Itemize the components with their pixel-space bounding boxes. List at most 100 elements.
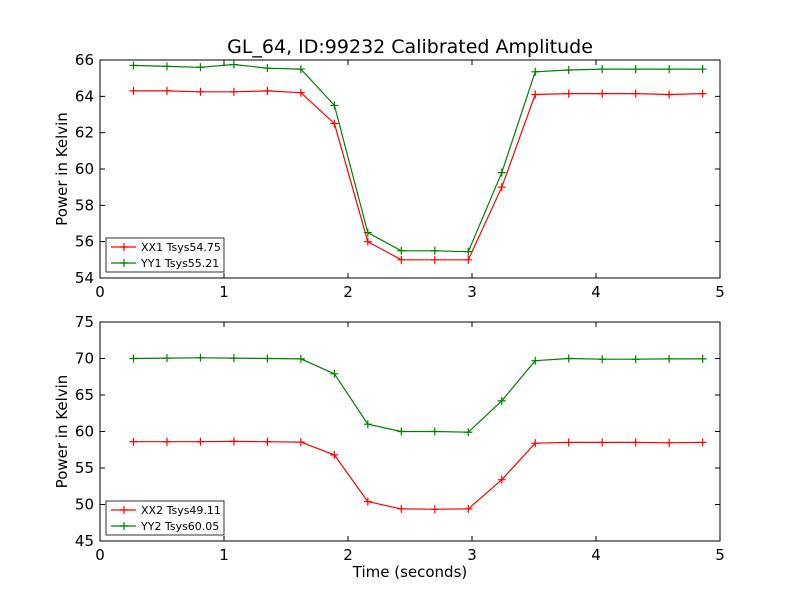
data-point-2-1-11 xyxy=(464,504,473,513)
data-point-2-2-14 xyxy=(564,354,573,363)
y-tick-label-2: 65 xyxy=(75,386,94,404)
y-tick-label-1: 66 xyxy=(75,51,94,69)
legend-entry-2-2: YY2 Tsys60.05 xyxy=(140,520,219,533)
data-point-1-2-8 xyxy=(363,228,372,237)
data-point-1-1-17 xyxy=(665,90,674,99)
data-point-2-2-4 xyxy=(229,354,238,363)
y-tick-label-2: 60 xyxy=(75,423,94,441)
y-tick-label-2: 70 xyxy=(75,350,94,368)
legend-marker-2-2 xyxy=(120,522,128,530)
data-point-1-2-13 xyxy=(531,67,540,76)
legend-box-2 xyxy=(105,500,225,536)
data-point-1-1-14 xyxy=(564,89,573,98)
data-point-1-2-9 xyxy=(397,246,406,255)
data-point-2-2-7 xyxy=(330,369,339,378)
y-tick-label-2: 55 xyxy=(75,459,94,477)
legend-1: XX1 Tsys54.75 YY1 Tsys55.21 xyxy=(105,237,225,273)
legend-entry-2-1: XX2 Tsys49.11 xyxy=(141,504,221,517)
y-tick-label-1: 54 xyxy=(75,269,94,287)
data-point-2-2-1 xyxy=(129,354,138,363)
legend-box-1 xyxy=(105,237,225,273)
figure-title: GL_64, ID:99232 Calibrated Amplitude xyxy=(227,36,593,58)
series-line-1-1 xyxy=(133,90,703,261)
series-line-2-1 xyxy=(133,440,703,510)
data-point-2-2-8 xyxy=(363,420,372,429)
legend-marker-1-2 xyxy=(120,259,128,267)
data-point-2-2-2 xyxy=(162,354,171,363)
data-point-1-1-18 xyxy=(698,89,707,98)
data-point-1-1-7 xyxy=(330,119,339,128)
subplot-1: 0 1 2 3 4 5 54 56 58 60 62 64 66 Power in Kelvin XX1 T… xyxy=(53,51,725,301)
data-point-2-2-9 xyxy=(397,427,406,436)
data-point-1-1-16 xyxy=(631,89,640,98)
data-point-2-1-18 xyxy=(698,438,707,447)
x-axis-label: Time (seconds) xyxy=(352,563,468,581)
data-point-1-2-1 xyxy=(129,61,138,70)
data-point-1-1-4 xyxy=(229,87,238,96)
data-point-1-2-7 xyxy=(330,101,339,110)
legend-marker-2-1 xyxy=(120,506,128,514)
data-point-2-1-15 xyxy=(598,438,607,447)
data-point-2-2-6 xyxy=(296,354,305,363)
data-point-2-1-8 xyxy=(363,497,372,506)
data-point-2-2-15 xyxy=(598,355,607,364)
x-tick-label-2: 0 xyxy=(95,546,105,564)
x-tick-label-1: 3 xyxy=(467,283,477,301)
y-axis-label-2: Power in Kelvin xyxy=(53,375,71,489)
data-point-1-2-12 xyxy=(497,168,506,177)
data-point-2-1-17 xyxy=(665,438,674,447)
data-point-1-2-4 xyxy=(229,60,238,69)
data-point-1-1-1 xyxy=(129,86,138,95)
data-point-2-1-7 xyxy=(330,450,339,459)
x-tick-label-2: 5 xyxy=(715,546,725,564)
y-axis-label-1: Power in Kelvin xyxy=(53,112,71,226)
y-tick-label-1: 58 xyxy=(75,196,94,214)
data-point-1-2-3 xyxy=(196,63,205,72)
y-tick-label-1: 62 xyxy=(75,124,94,142)
data-point-2-2-5 xyxy=(263,354,272,363)
data-point-1-2-14 xyxy=(564,65,573,74)
data-point-2-1-2 xyxy=(162,437,171,446)
data-point-1-1-11 xyxy=(464,255,473,264)
x-tick-label-2: 3 xyxy=(467,546,477,564)
data-point-1-1-9 xyxy=(397,255,406,264)
data-point-2-2-10 xyxy=(430,427,439,436)
y-tick-label-2: 50 xyxy=(75,496,94,514)
legend-entry-1-1: XX1 Tsys54.75 xyxy=(141,241,221,254)
data-point-1-2-10 xyxy=(430,246,439,255)
y-tick-label-1: 64 xyxy=(75,87,94,105)
data-point-1-1-3 xyxy=(196,87,205,96)
data-point-1-1-5 xyxy=(263,86,272,95)
y-tick-label-1: 60 xyxy=(75,160,94,178)
x-tick-label-2: 4 xyxy=(591,546,601,564)
data-point-2-1-4 xyxy=(229,437,238,446)
x-tick-label-1: 5 xyxy=(715,283,725,301)
x-tick-label-2: 1 xyxy=(219,546,229,564)
x-tick-label-1: 0 xyxy=(95,283,105,301)
data-point-2-1-14 xyxy=(564,438,573,447)
y-tick-label-2: 75 xyxy=(75,313,94,331)
data-point-2-2-12 xyxy=(497,396,506,405)
data-point-1-2-18 xyxy=(698,65,707,74)
series-line-2-2 xyxy=(133,357,703,433)
data-point-1-2-17 xyxy=(665,65,674,74)
x-tick-label-1: 4 xyxy=(591,283,601,301)
x-tick-label-1: 1 xyxy=(219,283,229,301)
data-point-2-1-1 xyxy=(129,437,138,446)
data-point-2-1-10 xyxy=(430,505,439,514)
data-point-1-1-13 xyxy=(531,90,540,99)
data-point-2-2-3 xyxy=(196,353,205,362)
data-point-2-2-13 xyxy=(531,356,540,365)
data-point-1-1-2 xyxy=(162,86,171,95)
data-point-1-2-15 xyxy=(598,65,607,74)
data-point-2-2-17 xyxy=(665,354,674,363)
data-point-2-2-16 xyxy=(631,355,640,364)
data-point-2-2-18 xyxy=(698,354,707,363)
data-point-1-1-10 xyxy=(430,255,439,264)
y-tick-label-2: 45 xyxy=(75,532,94,550)
data-point-2-1-6 xyxy=(296,438,305,447)
data-point-2-1-5 xyxy=(263,437,272,446)
